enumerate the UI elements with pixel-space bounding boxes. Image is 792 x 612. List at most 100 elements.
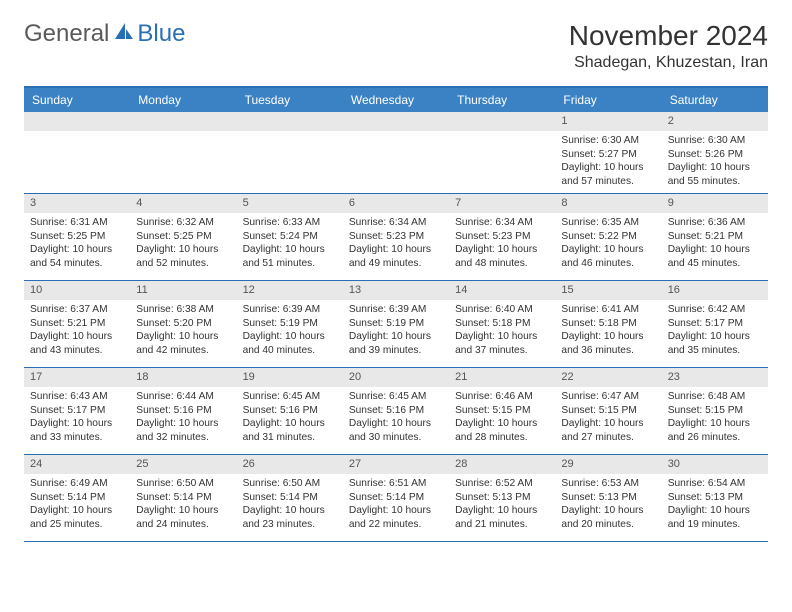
daylight-text: Daylight: 10 hours and 37 minutes. (455, 330, 549, 358)
day-number: 4 (130, 194, 236, 213)
day-body: Sunrise: 6:41 AMSunset: 5:18 PMDaylight:… (555, 300, 661, 362)
day-number: 14 (449, 281, 555, 300)
day-cell: 7Sunrise: 6:34 AMSunset: 5:23 PMDaylight… (449, 194, 555, 280)
sunset-text: Sunset: 5:14 PM (243, 491, 337, 505)
sunrise-text: Sunrise: 6:41 AM (561, 303, 655, 317)
sunrise-text: Sunrise: 6:30 AM (561, 134, 655, 148)
sunset-text: Sunset: 5:18 PM (455, 317, 549, 331)
day-body: Sunrise: 6:36 AMSunset: 5:21 PMDaylight:… (662, 213, 768, 275)
day-cell: 20Sunrise: 6:45 AMSunset: 5:16 PMDayligh… (343, 368, 449, 454)
day-body: Sunrise: 6:42 AMSunset: 5:17 PMDaylight:… (662, 300, 768, 362)
sunset-text: Sunset: 5:23 PM (349, 230, 443, 244)
week-row: 24Sunrise: 6:49 AMSunset: 5:14 PMDayligh… (24, 455, 768, 542)
day-cell: 17Sunrise: 6:43 AMSunset: 5:17 PMDayligh… (24, 368, 130, 454)
sunset-text: Sunset: 5:14 PM (30, 491, 124, 505)
day-body: Sunrise: 6:44 AMSunset: 5:16 PMDaylight:… (130, 387, 236, 449)
sunrise-text: Sunrise: 6:38 AM (136, 303, 230, 317)
day-cell: 3Sunrise: 6:31 AMSunset: 5:25 PMDaylight… (24, 194, 130, 280)
sunrise-text: Sunrise: 6:46 AM (455, 390, 549, 404)
day-number: 20 (343, 368, 449, 387)
day-body: Sunrise: 6:51 AMSunset: 5:14 PMDaylight:… (343, 474, 449, 536)
sunrise-text: Sunrise: 6:48 AM (668, 390, 762, 404)
sunset-text: Sunset: 5:16 PM (136, 404, 230, 418)
daylight-text: Daylight: 10 hours and 48 minutes. (455, 243, 549, 271)
daylight-text: Daylight: 10 hours and 33 minutes. (30, 417, 124, 445)
day-body: Sunrise: 6:35 AMSunset: 5:22 PMDaylight:… (555, 213, 661, 275)
sunset-text: Sunset: 5:16 PM (243, 404, 337, 418)
day-cell: 23Sunrise: 6:48 AMSunset: 5:15 PMDayligh… (662, 368, 768, 454)
week-row: 3Sunrise: 6:31 AMSunset: 5:25 PMDaylight… (24, 194, 768, 281)
daylight-text: Daylight: 10 hours and 54 minutes. (30, 243, 124, 271)
day-header-thursday: Thursday (449, 88, 555, 112)
daylight-text: Daylight: 10 hours and 20 minutes. (561, 504, 655, 532)
sunrise-text: Sunrise: 6:30 AM (668, 134, 762, 148)
daylight-text: Daylight: 10 hours and 55 minutes. (668, 161, 762, 189)
week-row: 17Sunrise: 6:43 AMSunset: 5:17 PMDayligh… (24, 368, 768, 455)
sunset-text: Sunset: 5:14 PM (136, 491, 230, 505)
day-number: 1 (555, 112, 661, 131)
sunrise-text: Sunrise: 6:39 AM (349, 303, 443, 317)
sunset-text: Sunset: 5:13 PM (455, 491, 549, 505)
day-body: Sunrise: 6:50 AMSunset: 5:14 PMDaylight:… (237, 474, 343, 536)
daylight-text: Daylight: 10 hours and 31 minutes. (243, 417, 337, 445)
sunrise-text: Sunrise: 6:47 AM (561, 390, 655, 404)
week-row: 10Sunrise: 6:37 AMSunset: 5:21 PMDayligh… (24, 281, 768, 368)
day-number: 19 (237, 368, 343, 387)
day-number: . (343, 112, 449, 131)
daylight-text: Daylight: 10 hours and 46 minutes. (561, 243, 655, 271)
week-row: .....1Sunrise: 6:30 AMSunset: 5:27 PMDay… (24, 112, 768, 194)
sunset-text: Sunset: 5:14 PM (349, 491, 443, 505)
day-body: Sunrise: 6:31 AMSunset: 5:25 PMDaylight:… (24, 213, 130, 275)
daylight-text: Daylight: 10 hours and 45 minutes. (668, 243, 762, 271)
day-number: . (449, 112, 555, 131)
sunrise-text: Sunrise: 6:53 AM (561, 477, 655, 491)
sunset-text: Sunset: 5:20 PM (136, 317, 230, 331)
sunrise-text: Sunrise: 6:42 AM (668, 303, 762, 317)
day-cell: 26Sunrise: 6:50 AMSunset: 5:14 PMDayligh… (237, 455, 343, 541)
day-number: 27 (343, 455, 449, 474)
day-body: Sunrise: 6:47 AMSunset: 5:15 PMDaylight:… (555, 387, 661, 449)
logo-sail-icon (113, 20, 135, 48)
daylight-text: Daylight: 10 hours and 24 minutes. (136, 504, 230, 532)
sunset-text: Sunset: 5:13 PM (668, 491, 762, 505)
daylight-text: Daylight: 10 hours and 57 minutes. (561, 161, 655, 189)
day-cell: 14Sunrise: 6:40 AMSunset: 5:18 PMDayligh… (449, 281, 555, 367)
title-block: November 2024 Shadegan, Khuzestan, Iran (569, 20, 768, 72)
sunset-text: Sunset: 5:16 PM (349, 404, 443, 418)
daylight-text: Daylight: 10 hours and 26 minutes. (668, 417, 762, 445)
day-cell: 29Sunrise: 6:53 AMSunset: 5:13 PMDayligh… (555, 455, 661, 541)
sunrise-text: Sunrise: 6:32 AM (136, 216, 230, 230)
day-body: Sunrise: 6:43 AMSunset: 5:17 PMDaylight:… (24, 387, 130, 449)
sunset-text: Sunset: 5:13 PM (561, 491, 655, 505)
day-header-row: Sunday Monday Tuesday Wednesday Thursday… (24, 88, 768, 112)
sunset-text: Sunset: 5:23 PM (455, 230, 549, 244)
sunset-text: Sunset: 5:21 PM (668, 230, 762, 244)
sunrise-text: Sunrise: 6:39 AM (243, 303, 337, 317)
sunrise-text: Sunrise: 6:50 AM (136, 477, 230, 491)
sunrise-text: Sunrise: 6:40 AM (455, 303, 549, 317)
location-label: Shadegan, Khuzestan, Iran (569, 54, 768, 72)
daylight-text: Daylight: 10 hours and 30 minutes. (349, 417, 443, 445)
day-body: Sunrise: 6:49 AMSunset: 5:14 PMDaylight:… (24, 474, 130, 536)
day-cell: . (449, 112, 555, 193)
day-cell: 30Sunrise: 6:54 AMSunset: 5:13 PMDayligh… (662, 455, 768, 541)
sunset-text: Sunset: 5:15 PM (455, 404, 549, 418)
day-number: . (24, 112, 130, 131)
day-body: Sunrise: 6:48 AMSunset: 5:15 PMDaylight:… (662, 387, 768, 449)
day-cell: 15Sunrise: 6:41 AMSunset: 5:18 PMDayligh… (555, 281, 661, 367)
sunrise-text: Sunrise: 6:44 AM (136, 390, 230, 404)
day-body: Sunrise: 6:40 AMSunset: 5:18 PMDaylight:… (449, 300, 555, 362)
day-number: 2 (662, 112, 768, 131)
day-cell: 2Sunrise: 6:30 AMSunset: 5:26 PMDaylight… (662, 112, 768, 193)
daylight-text: Daylight: 10 hours and 27 minutes. (561, 417, 655, 445)
day-body: Sunrise: 6:32 AMSunset: 5:25 PMDaylight:… (130, 213, 236, 275)
day-body: Sunrise: 6:30 AMSunset: 5:26 PMDaylight:… (662, 131, 768, 193)
day-number: 16 (662, 281, 768, 300)
day-number: 26 (237, 455, 343, 474)
month-title: November 2024 (569, 20, 768, 52)
day-number: 21 (449, 368, 555, 387)
sunset-text: Sunset: 5:17 PM (30, 404, 124, 418)
weeks-container: .....1Sunrise: 6:30 AMSunset: 5:27 PMDay… (24, 112, 768, 542)
daylight-text: Daylight: 10 hours and 22 minutes. (349, 504, 443, 532)
day-number: 3 (24, 194, 130, 213)
